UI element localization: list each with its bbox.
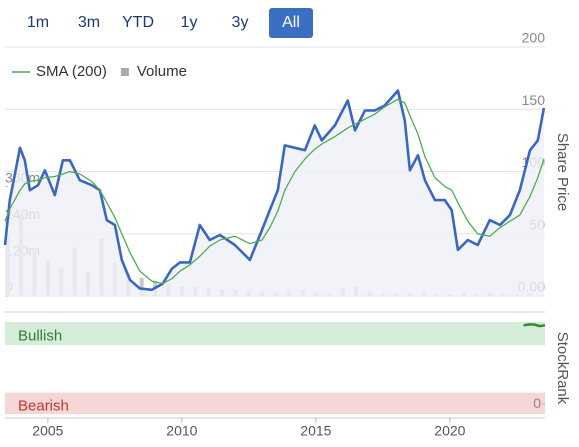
volume-bar bbox=[139, 277, 144, 296]
rank-band-label: Bearish bbox=[18, 397, 69, 414]
y-tick-label: 150 bbox=[522, 92, 546, 108]
y-axis-title: Share Price bbox=[554, 133, 571, 211]
range-button[interactable]: 1y bbox=[181, 14, 198, 31]
price-line bbox=[3, 89, 546, 292]
range-button-label: 1m bbox=[27, 14, 49, 31]
legend-label: SMA (200) bbox=[36, 63, 107, 80]
range-button-label: 1y bbox=[181, 14, 198, 31]
rank-band bbox=[5, 322, 545, 345]
x-tick-label: 2020 bbox=[434, 423, 465, 439]
range-button-bg bbox=[269, 8, 313, 38]
range-button[interactable]: 3y bbox=[232, 14, 249, 31]
x-tick-label: 2010 bbox=[166, 423, 197, 439]
range-button-label: YTD bbox=[122, 14, 154, 31]
x-tick-label: 2015 bbox=[300, 423, 331, 439]
range-button[interactable]: YTD bbox=[122, 14, 154, 31]
rank-band-label: Bullish bbox=[18, 327, 62, 344]
rank-band bbox=[5, 392, 545, 414]
y-tick-label: 200 bbox=[522, 30, 546, 46]
sma-line bbox=[4, 98, 545, 285]
rank-axis-title: StockRank bbox=[554, 332, 571, 405]
range-button-label: 3m bbox=[78, 14, 100, 31]
x-tick-label: 2005 bbox=[32, 423, 63, 439]
range-button-label: 3y bbox=[232, 14, 249, 31]
range-button[interactable]: 3m bbox=[78, 14, 100, 31]
rank-tick-label: 0 bbox=[533, 395, 541, 411]
legend-swatch bbox=[120, 68, 129, 76]
price-area bbox=[5, 90, 544, 296]
stockrank-line bbox=[523, 323, 546, 328]
legend-label: Volume bbox=[137, 63, 187, 80]
range-button[interactable]: All bbox=[269, 8, 313, 38]
range-button[interactable]: 1m bbox=[27, 14, 49, 31]
range-button-label: All bbox=[282, 14, 300, 31]
